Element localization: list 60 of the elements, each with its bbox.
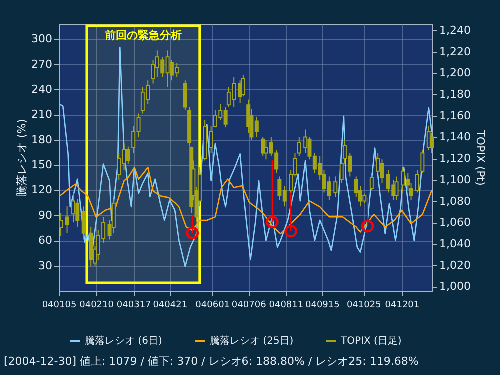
candlestick xyxy=(72,192,76,224)
legend-label: TOPIX (日足) xyxy=(340,336,402,347)
y2-axis-title: TOPIX (Pt) xyxy=(474,129,487,186)
candlestick xyxy=(415,170,420,194)
x-tick-label: 040915 xyxy=(305,300,340,310)
x-tick-label: 040601 xyxy=(196,300,230,310)
y2-tick-label: 1,000 xyxy=(440,280,471,294)
y2-tick-label: 1,040 xyxy=(440,238,471,251)
y-tick-label: 180 xyxy=(32,133,52,146)
x-tick-label: 040811 xyxy=(269,300,304,310)
band-label: 前回の緊急分析 xyxy=(104,29,182,42)
y2-tick-label: 1,140 xyxy=(440,130,471,144)
point xyxy=(266,216,279,228)
y2-tick-label: 1,100 xyxy=(440,173,471,186)
y-axis-title: 騰落レシオ (%) xyxy=(16,119,29,197)
legend-label: 騰落レシオ (25日) xyxy=(210,335,294,347)
candlestick xyxy=(82,206,86,240)
y-tick-label: 90 xyxy=(38,208,52,222)
y-tick-label: 60 xyxy=(38,234,52,248)
point xyxy=(361,220,374,233)
y2-tick-label: 1,080 xyxy=(440,194,471,208)
y2-tick-label: 1,020 xyxy=(440,258,471,272)
candlestick xyxy=(376,152,380,174)
candlestick xyxy=(380,159,384,184)
x-tick-label: 040706 xyxy=(232,300,267,310)
x-tick-label: 041025 xyxy=(346,300,382,310)
candlestick xyxy=(430,132,434,154)
candlestick xyxy=(394,176,399,201)
candlestick xyxy=(334,176,338,198)
y-tick-label: 300 xyxy=(32,32,52,46)
y2-tick-label: 1,160 xyxy=(440,109,471,122)
candlestick xyxy=(126,146,130,164)
line-series xyxy=(59,166,433,235)
x-tick-label: 040210 xyxy=(80,300,114,310)
candlestick xyxy=(297,136,302,157)
y-tick-label: 240 xyxy=(32,82,52,96)
y2-tick-label: 1,060 xyxy=(440,216,471,230)
y2-tick-label: 1,200 xyxy=(440,66,471,80)
legend-label: 騰落レシオ (6日) xyxy=(85,335,162,347)
point xyxy=(186,226,199,240)
y-tick-label: 30 xyxy=(38,259,52,272)
candlestick xyxy=(420,150,425,174)
y2-tick-label: 1,120 xyxy=(440,152,471,166)
x-tick-label: 041201 xyxy=(385,300,420,310)
y2-tick-label: 1,240 xyxy=(440,24,471,37)
x-tick-label: 040105 xyxy=(42,300,77,310)
y-tick-label: 210 xyxy=(32,108,52,122)
y-tick-label: 270 xyxy=(32,58,52,71)
y2-tick-label: 1,180 xyxy=(440,88,471,101)
x-tick-label: 040421 xyxy=(153,300,188,310)
y-tick-label: 150 xyxy=(32,158,52,172)
y-tick-label: 120 xyxy=(32,184,52,197)
point xyxy=(284,225,298,238)
candlestick xyxy=(362,193,367,204)
y2-tick-label: 1,220 xyxy=(440,45,471,58)
text: [2004-12-30] 値上: 1079 / 値下: 370 / レシオ6: 188.80% / レシオ25: 119.68% xyxy=(4,355,419,368)
candlestick xyxy=(65,206,70,234)
x-tick-label: 040317 xyxy=(116,300,152,310)
line-series xyxy=(59,46,433,268)
candlestick xyxy=(370,173,374,192)
